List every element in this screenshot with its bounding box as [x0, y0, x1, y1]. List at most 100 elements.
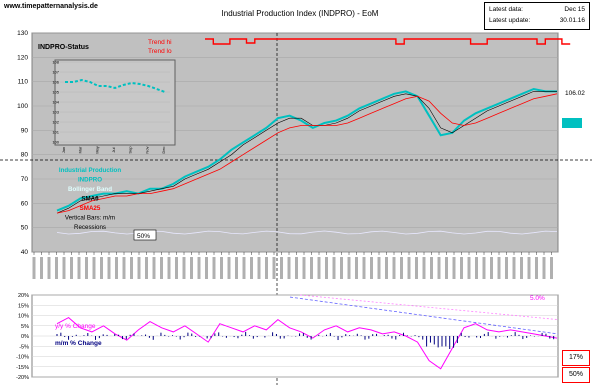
x-tick-label-glyph	[400, 257, 403, 279]
trend-step-line	[205, 38, 571, 45]
x-tick-label-glyph	[190, 257, 193, 279]
latest-data-value: Dec 15	[564, 6, 585, 13]
x-tick-label-glyph	[430, 257, 433, 279]
x-tick-label-glyph	[47, 257, 51, 279]
inset-y-tick: 100	[52, 140, 59, 145]
site-url[interactable]: www.timepatternanalysis.de	[4, 3, 98, 10]
lower-y-tick: 10%	[18, 314, 29, 320]
x-tick-label-glyph	[407, 257, 411, 279]
upper-grid	[32, 32, 558, 253]
x-tick-label-glyph	[205, 257, 208, 279]
x-tick-label-glyph	[550, 257, 553, 279]
x-tick-label-glyph	[535, 257, 538, 279]
inset-series: 100 101 102 103 104 105 106 107 108 Jan Mar May Jul S…	[52, 60, 170, 154]
inset-y-tick: 105	[52, 90, 59, 95]
x-tick-label-glyph	[107, 257, 111, 279]
x-tick-label-glyph	[370, 257, 373, 279]
x-date-ticks	[32, 252, 553, 279]
x-tick-label-glyph	[272, 257, 276, 279]
x-tick-label-glyph	[452, 257, 456, 279]
y-tick-label: 120	[17, 54, 28, 61]
x-tick-label-glyph	[422, 257, 426, 279]
x-tick-label-glyph	[122, 257, 126, 279]
x-tick-label-glyph	[355, 257, 358, 279]
x-tick-label-glyph	[85, 257, 88, 279]
x-tick-label-glyph	[475, 257, 478, 279]
inset-y-tick: 107	[52, 70, 59, 75]
latest-data-label: Latest data:	[489, 6, 523, 13]
series-line-indpro	[56, 87, 557, 212]
x-tick-label-glyph	[70, 257, 73, 279]
x-tick-label-glyph	[145, 257, 148, 279]
x-tick-label-glyph	[415, 257, 418, 279]
inset-x-tick: May	[94, 146, 99, 154]
y-tick-label: 130	[17, 30, 28, 37]
lower-y-tick: 0%	[21, 334, 29, 340]
x-tick-label-glyph	[512, 257, 516, 279]
x-tick-label-glyph	[385, 257, 388, 279]
lower-y-tick: 20%	[18, 293, 29, 299]
x-tick-label-glyph	[242, 257, 246, 279]
x-tick-label-glyph	[527, 257, 531, 279]
lower-y-tick: -20%	[16, 375, 29, 381]
y-tick-label: 80	[21, 152, 29, 159]
x-tick-label-glyph	[325, 257, 328, 279]
legend-entry: SMA25	[80, 205, 101, 212]
x-tick-label-glyph	[167, 257, 171, 279]
legend-entry: Bollinger Band	[68, 186, 112, 193]
x-tick-label-glyph	[257, 257, 261, 279]
x-tick-label-glyph	[250, 257, 253, 279]
inset-y-tick: 101	[52, 130, 59, 135]
x-tick-label-glyph	[347, 257, 351, 279]
y-tick-label: 90	[21, 127, 29, 134]
inset-x-tick: Jul	[111, 147, 116, 152]
x-tick-label-glyph	[437, 257, 441, 279]
x-tick-label-glyph	[482, 257, 486, 279]
x-tick-label-glyph	[115, 257, 118, 279]
yoy-label: y/y % Change	[55, 323, 96, 330]
trend-step-path	[205, 38, 571, 45]
x-tick-label-glyph	[62, 257, 66, 279]
x-tick-label-glyph	[265, 257, 268, 279]
legend-entry: Vertical Bars: m/m	[65, 215, 115, 222]
x-tick-label-glyph	[490, 257, 493, 279]
x-tick-label-glyph	[137, 257, 141, 279]
x-tick-label-glyph	[520, 257, 523, 279]
x-tick-label-glyph	[92, 257, 96, 279]
x-tick-label-glyph	[445, 257, 448, 279]
trend-dashed-line-2	[299, 294, 559, 320]
info-box: Latest data: Dec 15 Latest update: 30.01.1…	[484, 2, 590, 30]
lower-y-tick: -10%	[16, 355, 29, 361]
lower-y-tick: -5%	[19, 344, 29, 350]
x-tick-label-glyph	[340, 257, 343, 279]
y-tick-label: 40	[21, 249, 29, 256]
x-tick-label-glyph	[197, 257, 201, 279]
x-tick-label-glyph	[77, 257, 81, 279]
legend: Industrial Production INDPRO Bollinger Ban…	[59, 167, 121, 231]
x-tick-label-glyph	[460, 257, 463, 279]
inset-x-tick: Jan	[61, 147, 66, 153]
x-tick-label-glyph	[392, 257, 396, 279]
chart-title: Industrial Production Index (INDPRO) - E…	[221, 9, 379, 18]
x-tick-label-glyph	[227, 257, 231, 279]
series-line-sma25	[56, 93, 558, 214]
value-right: 106.02	[565, 90, 585, 97]
inset-y-tick: 104	[52, 100, 59, 105]
x-tick-label-glyph	[310, 257, 313, 279]
lower-y-ticks: -20% -15% -10% -5% 0% 5% 10% 15% 20%	[16, 293, 29, 381]
inset-y-tick: 102	[52, 120, 59, 125]
x-tick-label-glyph	[287, 257, 291, 279]
inset-plot	[54, 59, 176, 146]
x-tick-label-glyph	[55, 257, 58, 279]
yoy-series-line	[56, 316, 558, 370]
status-label: INDPRO-Status	[38, 44, 89, 51]
legend-entry: Recessions	[74, 224, 106, 231]
inset-series-line	[65, 78, 166, 93]
inset-x-tick: Nov	[144, 146, 149, 153]
lower-y-tick: -15%	[16, 365, 29, 371]
x-tick-label-glyph	[130, 257, 133, 279]
inset-y-tick: 106	[52, 80, 59, 85]
y-tick-label: 110	[18, 79, 29, 86]
x-tick-label-glyph	[212, 257, 216, 279]
